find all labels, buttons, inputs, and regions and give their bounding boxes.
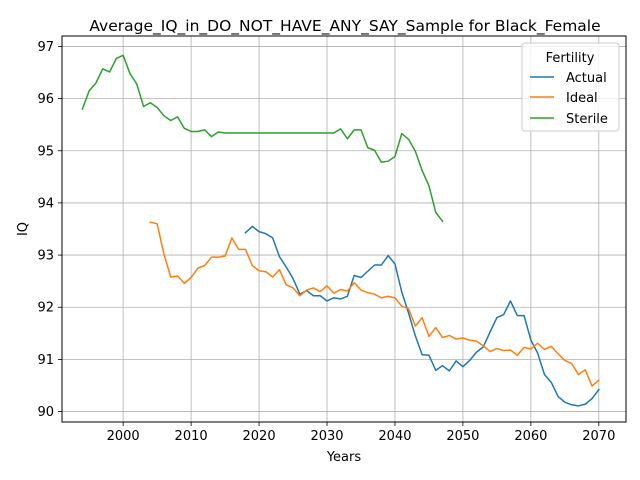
y-tick-label: 95 — [37, 144, 54, 159]
x-tick-label: 2060 — [514, 429, 547, 444]
x-tick-label: 2030 — [310, 429, 343, 444]
series-line-sterile — [81, 54, 444, 223]
y-tick-label: 92 — [37, 301, 54, 316]
y-tick-label: 97 — [37, 40, 54, 55]
y-tick-label: 96 — [37, 92, 54, 107]
chart-title: Average_IQ_in_DO_NOT_HAVE_ANY_SAY_Sample… — [89, 17, 600, 36]
legend-label-sterile: Sterile — [566, 112, 608, 127]
legend: Fertility Actual Ideal Sterile — [521, 42, 620, 132]
plot-area-frame — [61, 35, 627, 423]
x-tick-label: 2050 — [446, 429, 479, 444]
series-line-actual — [244, 225, 600, 407]
y-axis: 90 91 92 93 94 95 96 97 — [37, 40, 62, 420]
series-line-ideal — [149, 221, 600, 387]
x-tick-label: 2020 — [243, 429, 276, 444]
x-tick-label: 2000 — [107, 429, 140, 444]
grid — [62, 36, 626, 422]
legend-label-actual: Actual — [566, 71, 607, 86]
legend-label-ideal: Ideal — [566, 91, 598, 106]
legend-title: Fertility — [546, 51, 595, 66]
x-tick-label: 2070 — [582, 429, 615, 444]
x-axis-title: Years — [326, 450, 362, 465]
y-tick-label: 93 — [37, 249, 54, 264]
y-tick-label: 91 — [37, 353, 54, 368]
x-tick-label: 2010 — [175, 429, 208, 444]
y-tick-label: 90 — [37, 405, 54, 420]
x-axis: 2000 2010 2020 2030 2040 2050 2060 2070 — [107, 422, 615, 444]
legend-box — [521, 42, 620, 132]
x-tick-label: 2040 — [378, 429, 411, 444]
y-axis-title: IQ — [16, 222, 31, 236]
series-lines — [81, 54, 600, 407]
y-tick-label: 94 — [37, 196, 54, 211]
